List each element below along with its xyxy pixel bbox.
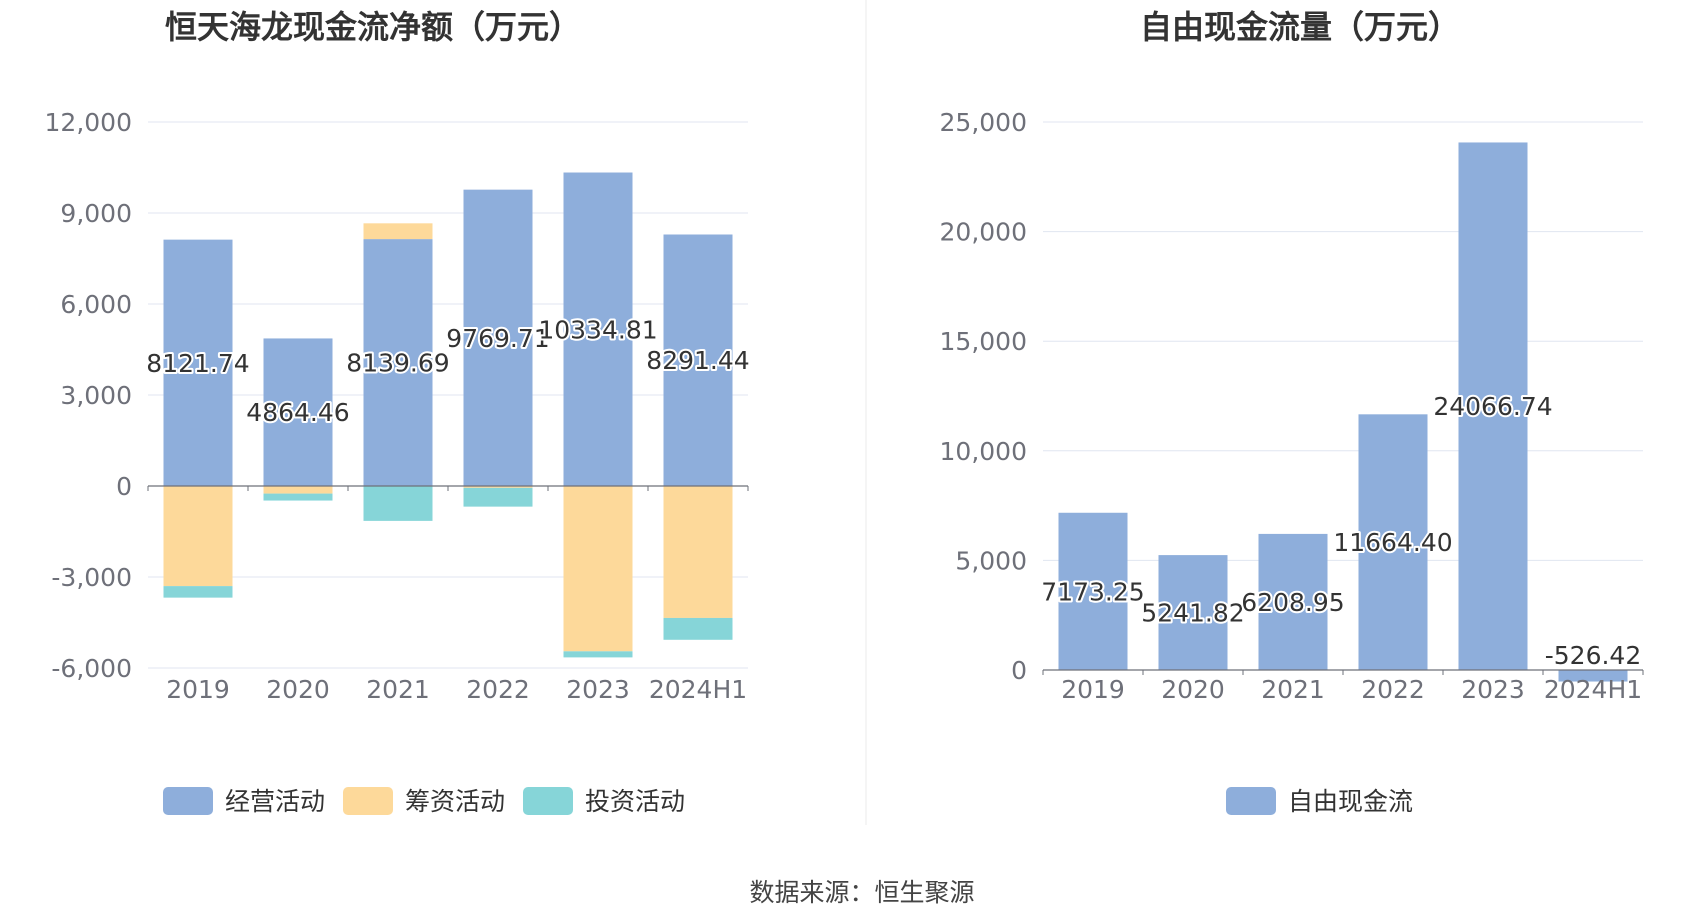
- fcf-bar-自由现金流-2021: [1258, 533, 1328, 670]
- cf-bar-经营活动-2019: [163, 239, 233, 486]
- fcf-data-label: 7173.25: [1041, 577, 1144, 606]
- cf-y-tick-label: 3,000: [60, 381, 132, 410]
- fcf-y-tick-label: 15,000: [940, 327, 1027, 356]
- cf-bar-经营活动-2022: [463, 189, 533, 486]
- fcf-x-tick-label: 2021: [1261, 675, 1325, 704]
- cf-data-label: 8121.74: [146, 349, 249, 378]
- cf-bar-投资活动-2022: [463, 487, 533, 507]
- cf-x-tick-label: 2023: [566, 675, 630, 704]
- fcf-x-tick-label: 2023: [1461, 675, 1525, 704]
- fcf-x-tick-label: 2019: [1061, 675, 1125, 704]
- fcf-y-tick-label: 10,000: [940, 437, 1027, 466]
- fcf-data-label: -526.42: [1545, 641, 1642, 670]
- cf-legend-swatch: [163, 787, 213, 815]
- cf-y-tick-label: -6,000: [51, 654, 132, 683]
- cf-data-label: 8139.69: [346, 349, 449, 378]
- cf-bar-投资活动-2020: [263, 493, 333, 501]
- fcf-y-tick-label: 20,000: [940, 218, 1027, 247]
- cf-x-tick-label: 2024H1: [649, 675, 747, 704]
- cf-bar-筹资活动-2019: [163, 486, 233, 587]
- chart-1-title: 恒天海龙现金流净额（万元）: [165, 8, 581, 46]
- fcf-legend-label: 自由现金流: [1288, 787, 1413, 816]
- cf-bar-经营活动-2020: [263, 338, 333, 486]
- cf-bar-筹资活动-2021: [363, 223, 433, 240]
- cf-legend-label: 经营活动: [225, 787, 325, 816]
- cf-bar-筹资活动-2024H1: [663, 486, 733, 618]
- cf-y-tick-label: 6,000: [60, 290, 132, 319]
- cf-bar-投资活动-2024H1: [663, 617, 733, 640]
- cf-data-label: 9769.71: [446, 324, 549, 353]
- cf-bar-筹资活动-2022: [463, 486, 533, 488]
- cf-y-tick-label: 12,000: [45, 108, 132, 137]
- cf-bar-投资活动-2023: [563, 651, 633, 658]
- chart-2-title: 自由现金流量（万元）: [1140, 8, 1460, 46]
- cf-bar-筹资活动-2023: [563, 486, 633, 652]
- fcf-bar-自由现金流-2020: [1158, 555, 1228, 670]
- fcf-bar-自由现金流-2023: [1458, 142, 1528, 671]
- cf-x-tick-label: 2022: [466, 675, 530, 704]
- cf-data-label: 8291.44: [646, 346, 749, 375]
- cf-y-tick-label: -3,000: [51, 563, 132, 592]
- cf-bar-投资活动-2019: [163, 586, 233, 598]
- cf-bar-经营活动-2024H1: [663, 234, 733, 486]
- fcf-legend-swatch: [1226, 787, 1276, 815]
- cf-bar-投资活动-2021: [363, 486, 433, 521]
- cf-bar-经营活动-2021: [363, 239, 433, 486]
- cf-bar-筹资活动-2020: [263, 486, 333, 494]
- fcf-bar-自由现金流-2019: [1058, 512, 1128, 670]
- cf-legend-label: 筹资活动: [405, 787, 505, 816]
- cf-y-tick-label: 0: [116, 472, 132, 501]
- fcf-x-tick-label: 2024H1: [1544, 675, 1642, 704]
- cf-y-tick-label: 9,000: [60, 199, 132, 228]
- fcf-data-label: 6208.95: [1241, 588, 1344, 617]
- cf-legend-swatch: [343, 787, 393, 815]
- free-cash-flow-chart: 25,000 20,000 15,000 10,000 5,000 0 2019 2020 20…: [940, 108, 1644, 816]
- fcf-x-tick-label: 2020: [1161, 675, 1225, 704]
- fcf-data-label: 11664.40: [1333, 528, 1452, 557]
- fcf-y-tick-label: 25,000: [940, 108, 1027, 137]
- cf-x-tick-label: 2019: [166, 675, 230, 704]
- fcf-x-tick-label: 2022: [1361, 675, 1425, 704]
- cash-flow-chart: 12,000 9,000 6,000 3,000 0 -3,000 -6,000 2019 20…: [45, 108, 752, 816]
- source-note: 数据来源：恒生聚源: [749, 878, 974, 907]
- fcf-bar-自由现金流-2024H1: [1558, 670, 1628, 682]
- fcf-y-tick-label: 5,000: [955, 546, 1027, 575]
- fcf-bar-自由现金流-2022: [1358, 414, 1428, 670]
- cf-x-tick-label: 2020: [266, 675, 330, 704]
- cf-x-tick-label: 2021: [366, 675, 430, 704]
- cf-legend-label: 投资活动: [585, 787, 685, 816]
- cf-bar-经营活动-2023: [563, 172, 633, 487]
- fcf-data-label: 5241.82: [1141, 599, 1244, 628]
- cf-data-label: 4864.46: [246, 398, 349, 427]
- fcf-data-label: 24066.74: [1433, 392, 1552, 421]
- cf-legend-swatch: [523, 787, 573, 815]
- fcf-y-tick-label: 0: [1011, 656, 1027, 685]
- cf-data-label: 10334.81: [538, 315, 657, 344]
